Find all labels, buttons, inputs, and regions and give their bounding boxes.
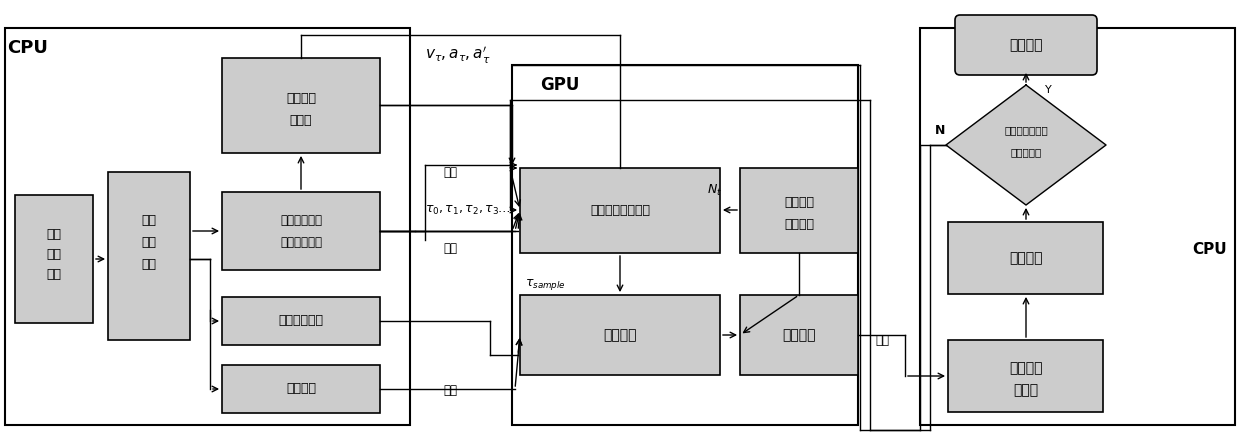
Text: $v_{\tau},a_{\tau},a_{\tau}^{\prime}$: $v_{\tau},a_{\tau},a_{\tau}^{\prime}$: [425, 44, 491, 66]
Text: 信号: 信号: [141, 213, 156, 226]
Text: 读取: 读取: [47, 248, 62, 261]
Text: N: N: [935, 124, 945, 137]
Bar: [520, 168, 720, 253]
Bar: [740, 295, 858, 375]
Bar: [740, 168, 858, 253]
Text: 率参数: 率参数: [290, 114, 312, 127]
Bar: [949, 340, 1104, 412]
Bar: [108, 172, 190, 340]
Text: 到本地: 到本地: [1013, 383, 1039, 397]
Bar: [222, 297, 379, 345]
Bar: [949, 222, 1104, 294]
Text: 信号文件: 信号文件: [1009, 251, 1043, 265]
Text: 通信: 通信: [443, 384, 458, 397]
Text: 信号传输时延: 信号传输时延: [280, 235, 322, 248]
Bar: [520, 295, 720, 375]
Text: 可见星扩频码: 可见星扩频码: [279, 314, 324, 327]
Bar: [5, 28, 410, 425]
Text: Y: Y: [1044, 85, 1052, 95]
Bar: [15, 195, 93, 323]
Text: 复制数据: 复制数据: [1009, 361, 1043, 375]
Bar: [222, 192, 379, 270]
Text: CPU: CPU: [7, 39, 48, 57]
Text: 稀疏采样时刻: 稀疏采样时刻: [280, 213, 322, 226]
Bar: [222, 58, 379, 153]
FancyBboxPatch shape: [955, 15, 1097, 75]
Bar: [222, 365, 379, 413]
Text: $\tau_{sample}$: $\tau_{sample}$: [525, 277, 565, 292]
Text: 通信: 通信: [875, 334, 889, 346]
Polygon shape: [946, 85, 1106, 205]
Text: 导航电文: 导航电文: [286, 382, 316, 396]
Text: 通信: 通信: [443, 165, 458, 178]
Text: GPU: GPU: [541, 76, 579, 94]
Text: 均匀采样: 均匀采样: [784, 197, 813, 210]
Text: $N_t$: $N_t$: [707, 182, 722, 197]
Text: 是否完成所有信: 是否完成所有信: [1004, 125, 1048, 135]
Text: $\tau_0,\tau_1,\tau_2,\tau_3\ldots$: $\tau_0,\tau_1,\tau_2,\tau_3\ldots$: [425, 203, 511, 216]
Text: 模型: 模型: [141, 235, 156, 248]
Text: 信号合成: 信号合成: [782, 328, 816, 342]
Bar: [512, 65, 858, 425]
Text: 通信: 通信: [443, 241, 458, 254]
Text: 模块: 模块: [47, 269, 62, 282]
Text: 号时长计算: 号时长计算: [1011, 147, 1042, 157]
Text: CPU: CPU: [1193, 242, 1228, 257]
Text: 参数: 参数: [47, 229, 62, 241]
Text: 查表模块: 查表模块: [603, 328, 637, 342]
Text: 计算: 计算: [141, 257, 156, 270]
Text: 时间序列: 时间序列: [784, 219, 813, 232]
Text: 任意传输时延计算: 任意传输时延计算: [590, 203, 650, 216]
Text: 三阶变化: 三阶变化: [286, 92, 316, 105]
Text: 程序结束: 程序结束: [1009, 38, 1043, 52]
Bar: [920, 28, 1235, 425]
